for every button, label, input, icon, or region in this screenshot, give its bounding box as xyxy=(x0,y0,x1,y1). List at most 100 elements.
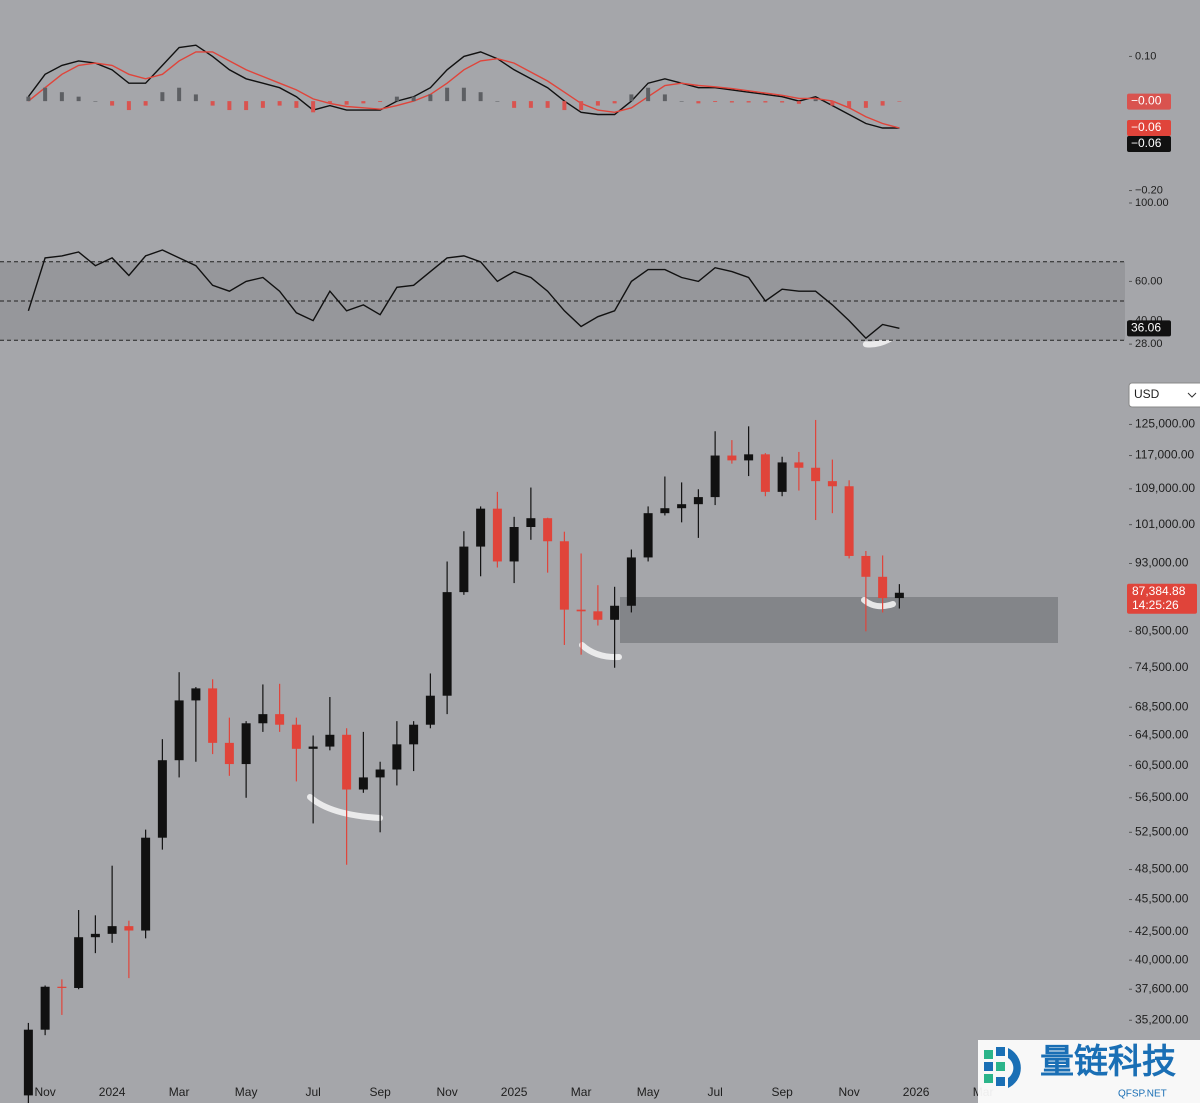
histogram-bar xyxy=(143,101,148,106)
candle-body xyxy=(258,714,268,724)
histogram-bar xyxy=(478,92,483,102)
x-tick-label: Sep xyxy=(771,1085,793,1099)
macd-line xyxy=(27,44,900,129)
histogram-bar xyxy=(177,87,182,102)
candle-body xyxy=(543,518,553,542)
histogram-bar xyxy=(545,101,550,108)
y-tick-label: 0.10 xyxy=(1135,50,1156,62)
y-tick-label: 101,000.00 xyxy=(1135,517,1195,531)
x-tick-label: Nov xyxy=(838,1085,859,1099)
histogram-bar xyxy=(495,101,500,102)
x-tick-label: Sep xyxy=(369,1085,391,1099)
y-tick-label: 109,000.00 xyxy=(1135,481,1195,495)
candle-body xyxy=(660,508,670,514)
y-tick-label: −0.20 xyxy=(1135,184,1163,196)
candle-body xyxy=(392,744,402,770)
candle-body xyxy=(442,592,452,696)
histogram-bar xyxy=(847,101,852,108)
candle-body xyxy=(409,724,419,745)
histogram-bar xyxy=(59,92,64,102)
histogram-bar xyxy=(729,101,734,103)
y-tick-label: 52,500.00 xyxy=(1135,824,1189,838)
candle-body xyxy=(677,504,687,509)
histogram-bar xyxy=(679,101,684,102)
y-tick-label: 56,500.00 xyxy=(1135,790,1189,804)
x-tick-label: 2026 xyxy=(903,1085,930,1099)
y-tick-label: 64,500.00 xyxy=(1135,728,1189,742)
candle-body xyxy=(425,695,435,725)
candle-body xyxy=(593,611,603,620)
x-tick-label: Mar xyxy=(571,1085,592,1099)
price-badge-bg xyxy=(1127,583,1197,614)
candle-body xyxy=(509,527,519,562)
last-price: 87,384.88 xyxy=(1132,584,1186,598)
y-tick-label: 117,000.00 xyxy=(1135,448,1194,462)
candle-body xyxy=(643,513,653,558)
histogram-bar xyxy=(160,92,165,102)
histogram-bar xyxy=(796,101,801,104)
histogram-bar xyxy=(394,96,399,102)
plot: 0.10−0.20−0.00−0.06−0.06100.0060.0040.00… xyxy=(0,44,1197,1103)
histogram-bar xyxy=(227,101,232,111)
highlight-stroke xyxy=(579,642,622,661)
candle-body xyxy=(141,837,151,931)
logo-block xyxy=(996,1077,1005,1086)
y-tick-label: 125,000.00 xyxy=(1135,417,1195,431)
y-tick-label: 100.00 xyxy=(1135,197,1169,209)
rsi-last-badge: 36.06 xyxy=(1131,320,1161,334)
histogram-bar xyxy=(344,101,349,105)
histogram-bar xyxy=(746,101,751,103)
candle-body xyxy=(74,937,84,988)
candle-body xyxy=(894,592,904,599)
histogram-bar xyxy=(612,101,617,104)
logo-block xyxy=(984,1074,993,1083)
candle-body xyxy=(476,508,486,547)
last-value-badge-bg xyxy=(1127,135,1171,152)
y-tick-label: 28.00 xyxy=(1135,338,1163,350)
candle-body xyxy=(275,714,285,725)
candle-body xyxy=(308,746,318,749)
histogram-bar xyxy=(411,96,416,102)
y-tick-label: 35,200.00 xyxy=(1135,1012,1189,1026)
candle-body xyxy=(576,609,586,612)
last-value-badge-bg xyxy=(1127,93,1171,110)
histogram-bar xyxy=(897,101,902,102)
currency-select[interactable]: USD xyxy=(1128,382,1200,408)
candle-body xyxy=(57,986,67,988)
watermark-logo xyxy=(984,1047,1021,1088)
candle-body xyxy=(827,481,837,487)
histogram-bar xyxy=(244,101,249,111)
histogram-bar xyxy=(26,96,31,102)
watermark-title: 量链科技 xyxy=(1040,1043,1176,1081)
y-tick-label: 93,000.00 xyxy=(1135,556,1189,570)
candle-body xyxy=(492,508,502,562)
histogram-bar xyxy=(445,87,450,102)
dropdown[interactable] xyxy=(1128,382,1200,408)
candle-body xyxy=(727,455,737,461)
support-zone xyxy=(620,597,1058,643)
logo-block xyxy=(996,1047,1005,1056)
x-tick-label: May xyxy=(637,1085,660,1099)
logo-arc xyxy=(1008,1048,1021,1088)
candle-body xyxy=(40,986,50,1030)
candle-body xyxy=(710,455,720,498)
y-tick-label: 60,500.00 xyxy=(1135,758,1189,772)
logo-block xyxy=(996,1062,1005,1071)
histogram-bar xyxy=(277,101,282,106)
histogram-bar xyxy=(126,101,131,111)
candle-body xyxy=(208,688,218,743)
y-tick-label: 74,500.00 xyxy=(1135,660,1189,674)
histogram-bar xyxy=(646,87,651,102)
x-tick-label: Jul xyxy=(305,1085,320,1099)
candle-body xyxy=(794,462,804,468)
y-tick-label: 40,000.00 xyxy=(1135,952,1189,966)
currency-label[interactable]: USD xyxy=(1134,387,1160,401)
histogram-bar xyxy=(110,101,115,106)
chevron xyxy=(1187,392,1197,398)
candle-body xyxy=(459,546,469,593)
candle-body xyxy=(744,454,754,461)
highlight-stroke xyxy=(307,794,383,821)
histogram-bar xyxy=(327,101,332,104)
